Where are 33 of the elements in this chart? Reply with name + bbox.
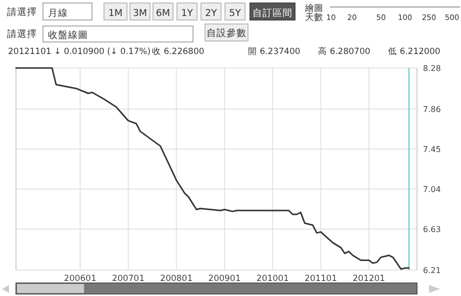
text: 自設參數 [206,27,246,39]
text: 自訂區間 [252,7,292,19]
y-tick-label: 7.04 [423,185,441,194]
text: ↓ 0.010900 (↓ 0.17%) [54,47,151,57]
text: 低 6.212000 [388,46,440,57]
x-tick-label: 201001 [256,274,289,284]
text: 月線 [48,8,68,19]
text: 收 6.226800 [152,46,204,57]
text: 3M [132,8,148,19]
text: 請選擇 [7,6,37,18]
y-tick-label: 7.86 [423,104,441,114]
y-tick-label: 7.45 [423,144,441,154]
line-series [15,67,410,270]
text: 請選擇 [7,28,37,40]
text: 繪圖天數 [304,3,323,23]
x-tick-label: 200701 [112,274,145,284]
text: 2Y [205,8,218,19]
y-tick-label: 6.21 [423,266,441,275]
text: 開 6.237400 [248,46,300,57]
text: 1M [108,8,123,19]
text: 20121101 [8,47,52,57]
text: 1Y [181,8,194,19]
x-tick-label: 200801 [160,274,193,284]
x-tick-label: 201101 [304,274,337,284]
y-tick-label: 8.28 [423,64,441,73]
text: 5Y [229,8,242,19]
x-tick-label: 200901 [208,274,241,284]
text: 高 6.280700 [318,46,370,57]
text: 收盤線圖 [48,29,88,41]
x-tick-label: 201201 [352,274,386,284]
y-tick-label: 6.63 [423,225,441,234]
text: 6M [156,8,170,19]
x-tick-label: 200601 [64,274,96,284]
